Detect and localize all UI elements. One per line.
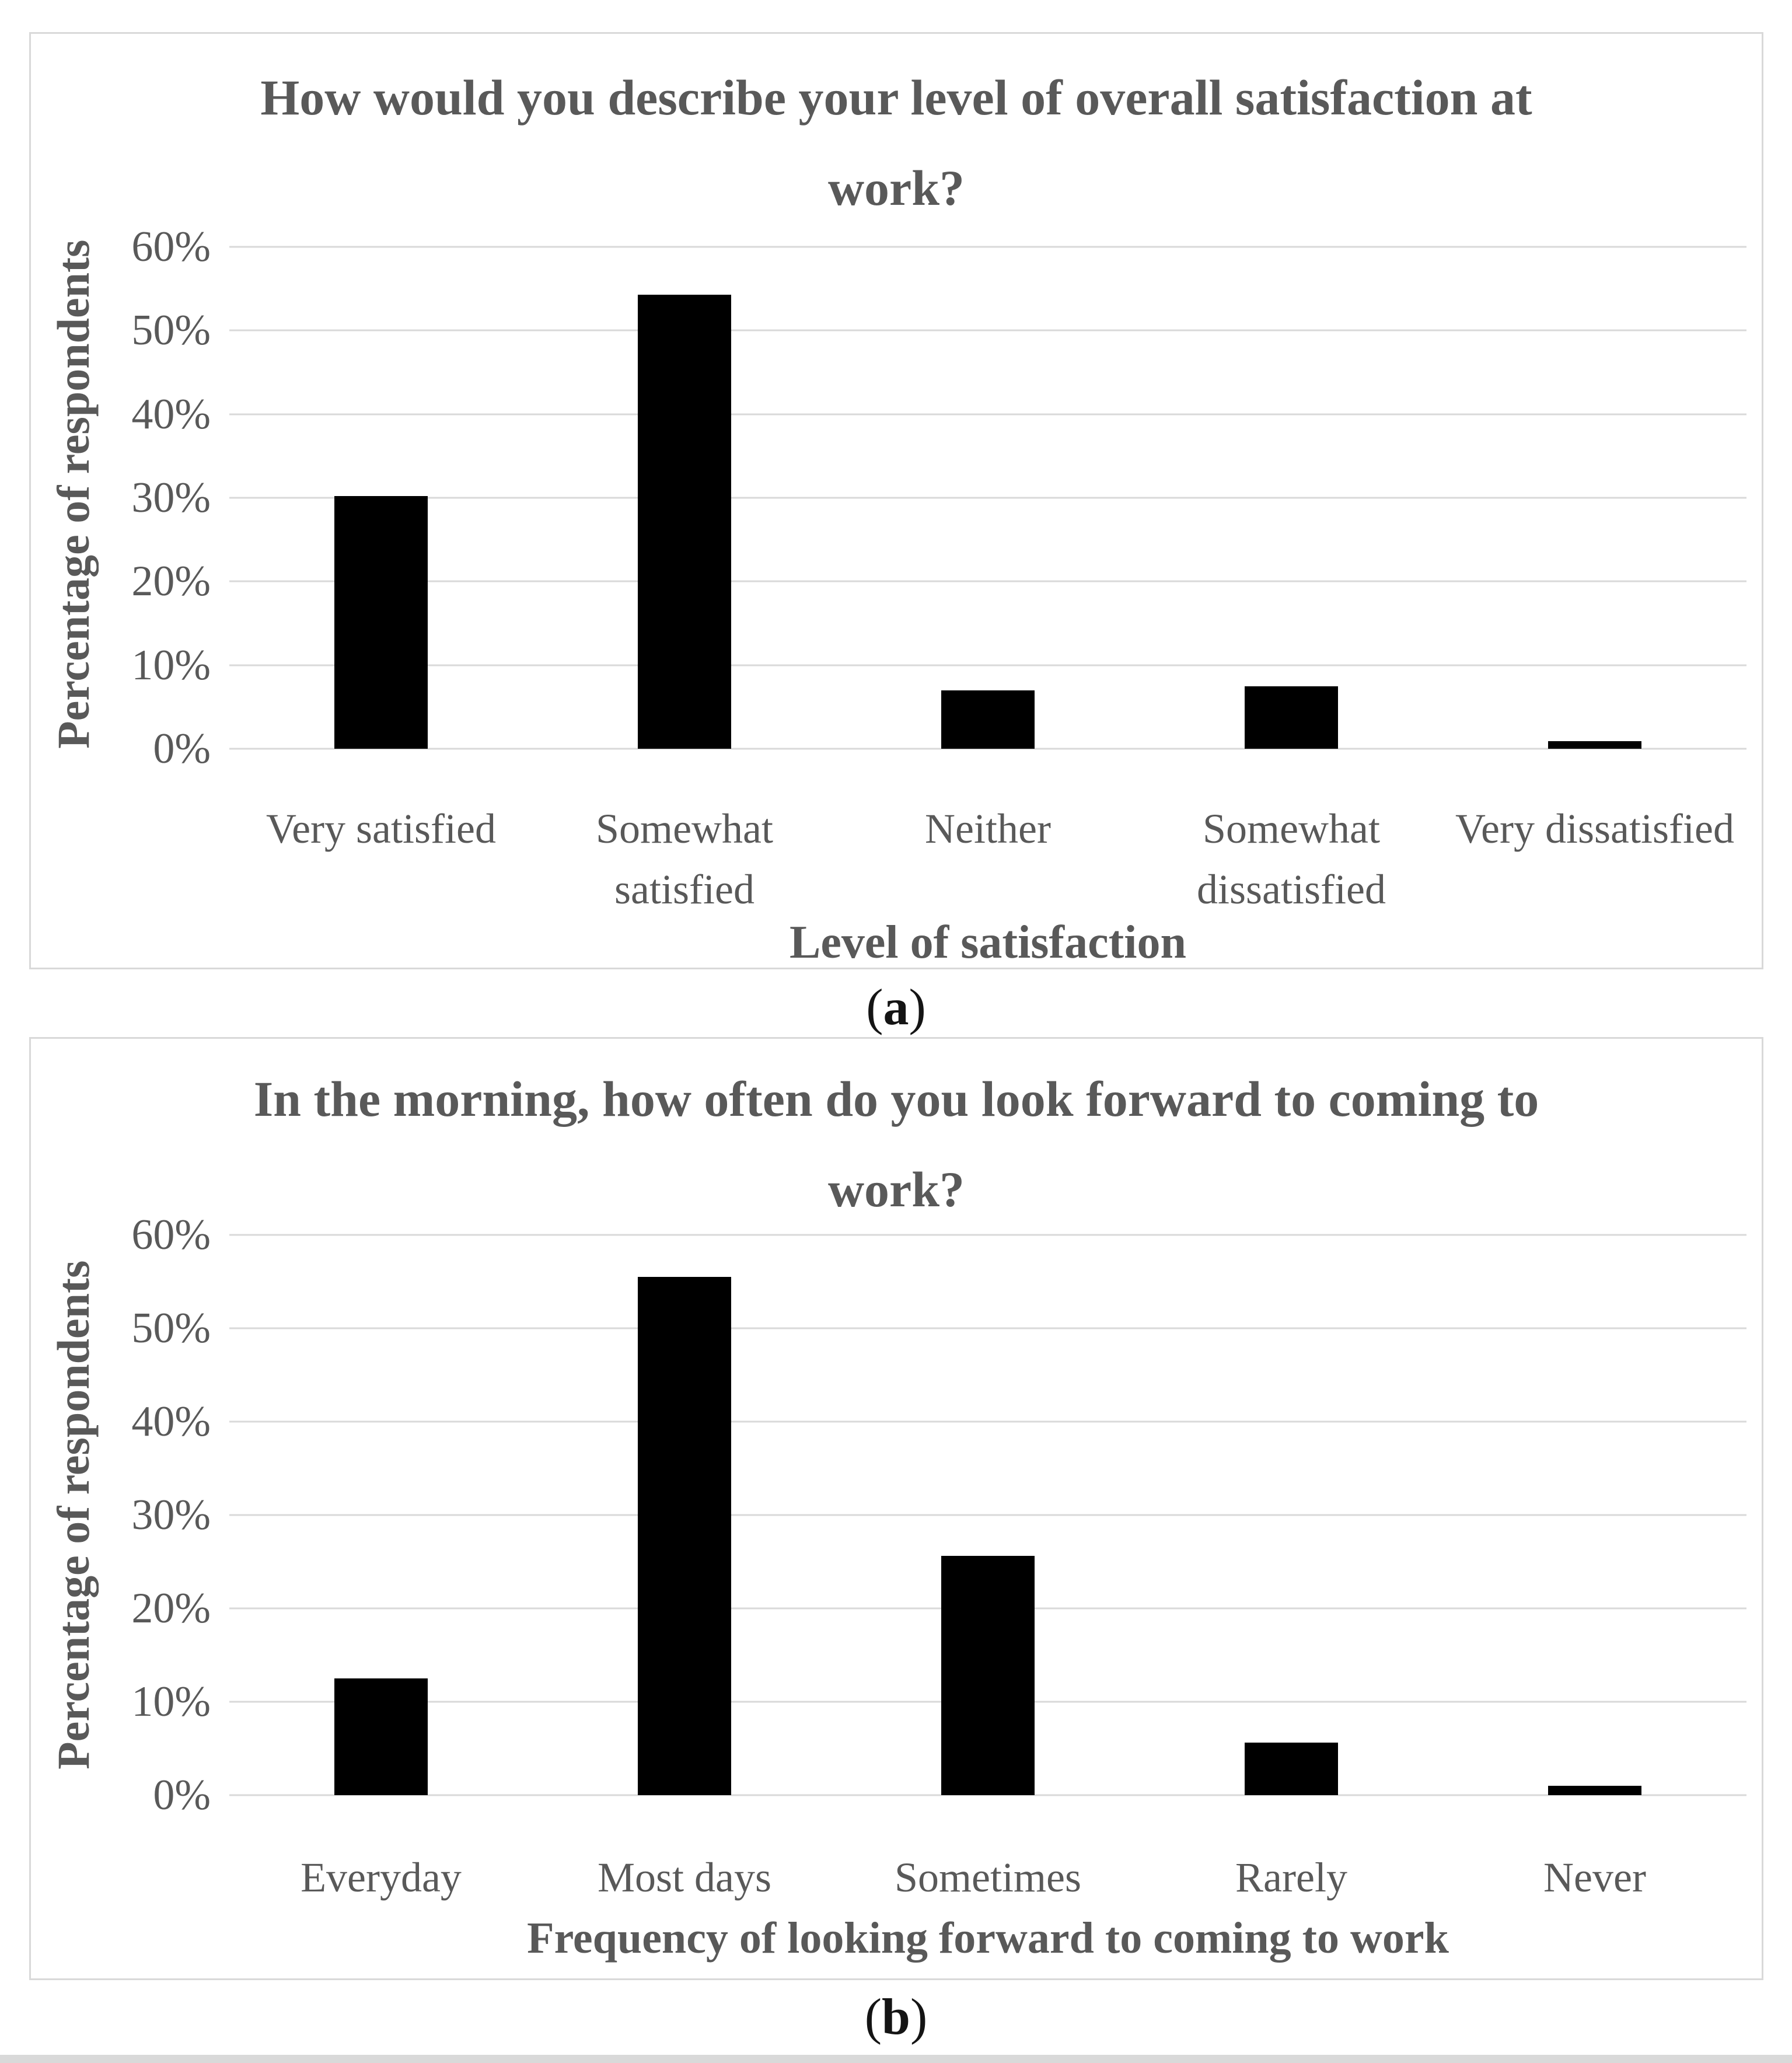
y-tick-label-60%: 60% <box>131 223 211 271</box>
bar-rarely <box>1245 1743 1338 1795</box>
bar-slot-never <box>1443 1235 1746 1795</box>
y-tick-label-20%: 20% <box>131 557 211 606</box>
bar-slot-sometimes <box>836 1235 1140 1795</box>
bar-slot-very-dissatisfied <box>1443 247 1746 749</box>
y-tick-label-10%: 10% <box>131 1678 211 1726</box>
caption-b-letter: b <box>882 1989 910 2045</box>
bar-slot-rarely <box>1140 1235 1443 1795</box>
chart-b-category-labels: Everyday Most days Sometimes Rarely Never <box>229 1847 1746 1908</box>
y-tick-label-0%: 0% <box>153 725 211 773</box>
y-tick-label-10%: 10% <box>131 641 211 689</box>
chart-a-y-axis-title: Percentage of respondents <box>48 239 99 749</box>
bar-somewhat-satisfied <box>638 294 731 749</box>
bar-neither <box>941 690 1035 749</box>
bar-most-days <box>638 1277 731 1795</box>
chart-panel-a: How would you describe your level of ove… <box>29 32 1763 969</box>
category-label-very-dissatisfied: Very dissatisfied <box>1455 805 1734 852</box>
chart-b-title: In the morning, how often do you look fo… <box>253 1071 1539 1217</box>
category-label-most-days: Most days <box>597 1854 772 1901</box>
y-tick-label-30%: 30% <box>131 474 211 522</box>
caption-b-open-paren: ( <box>864 1989 882 2045</box>
bar-never <box>1548 1786 1641 1795</box>
gridline-30% <box>229 497 1746 499</box>
y-tick-label-50%: 50% <box>131 1304 211 1352</box>
gridline-10% <box>229 664 1746 666</box>
gridline-60% <box>229 246 1746 248</box>
gridline-0% <box>229 748 1746 750</box>
chart-a-title: How would you describe your level of ove… <box>260 69 1532 216</box>
bar-slot-neither <box>836 247 1140 749</box>
y-tick-label-50%: 50% <box>131 306 211 355</box>
chart-b-plot-area: 60% 50% 40% 30% 20% 10% 0% <box>131 1213 1746 1817</box>
y-tick-label-0%: 0% <box>153 1771 211 1819</box>
bar-sometimes <box>941 1556 1035 1795</box>
caption-a-open-paren: ( <box>866 979 883 1036</box>
category-label-rarely: Rarely <box>1235 1854 1347 1901</box>
y-tick-label-40%: 40% <box>131 1397 211 1446</box>
chart-a-category-labels: Very satisfied Somewhat satisfied Neither S… <box>229 798 1746 920</box>
gridline-60% <box>229 1234 1746 1236</box>
category-label-neither: Neither <box>925 805 1051 852</box>
bar-very-dissatisfied <box>1548 741 1641 749</box>
gridline-50% <box>229 329 1746 331</box>
category-label-never: Never <box>1543 1854 1646 1901</box>
y-tick-label-60%: 60% <box>131 1211 211 1259</box>
bar-somewhat-dissatisfied <box>1245 686 1338 749</box>
y-tick-label-40%: 40% <box>131 390 211 438</box>
caption-b: (b) <box>0 1988 1792 2047</box>
bar-slot-most-days <box>533 1235 836 1795</box>
caption-a: (a) <box>0 978 1792 1037</box>
bar-slot-somewhat-dissatisfied <box>1140 247 1443 749</box>
bar-slot-somewhat-satisfied <box>533 247 836 749</box>
bar-very-satisfied <box>334 496 428 749</box>
category-label-sometimes: Sometimes <box>895 1854 1081 1901</box>
gridline-20% <box>229 580 1746 582</box>
chart-a-plot-area: 60% 50% 40% 30% 20% 10% 0% <box>131 225 1746 770</box>
gridline-0% <box>229 1794 1746 1796</box>
gridline-40% <box>229 413 1746 416</box>
gridline-50% <box>229 1327 1746 1329</box>
chart-b-x-axis-title: Frequency of looking forward to coming t… <box>527 1914 1449 1963</box>
category-label-everyday: Everyday <box>301 1854 462 1901</box>
caption-b-close-paren: ) <box>910 1989 928 2045</box>
gridline-30% <box>229 1514 1746 1516</box>
category-label-somewhat-dissatisfied: Somewhat dissatisfied <box>1197 805 1386 913</box>
bar-everyday <box>334 1678 428 1795</box>
gridline-40% <box>229 1420 1746 1423</box>
bar-slot-very-satisfied <box>229 247 533 749</box>
category-label-somewhat-satisfied: Somewhat satisfied <box>596 805 773 913</box>
figure-bottom-edge <box>0 2055 1792 2063</box>
chart-panel-b: In the morning, how often do you look fo… <box>29 1037 1763 1980</box>
category-label-very-satisfied: Very satisfied <box>266 805 496 852</box>
bar-slot-everyday <box>229 1235 533 1795</box>
caption-a-close-paren: ) <box>909 979 926 1036</box>
caption-a-letter: a <box>883 979 909 1036</box>
chart-a-x-axis-title: Level of satisfaction <box>790 917 1186 968</box>
y-tick-label-30%: 30% <box>131 1491 211 1539</box>
chart-b-y-axis-title: Percentage of respondents <box>48 1260 99 1770</box>
y-tick-label-20%: 20% <box>131 1584 211 1632</box>
